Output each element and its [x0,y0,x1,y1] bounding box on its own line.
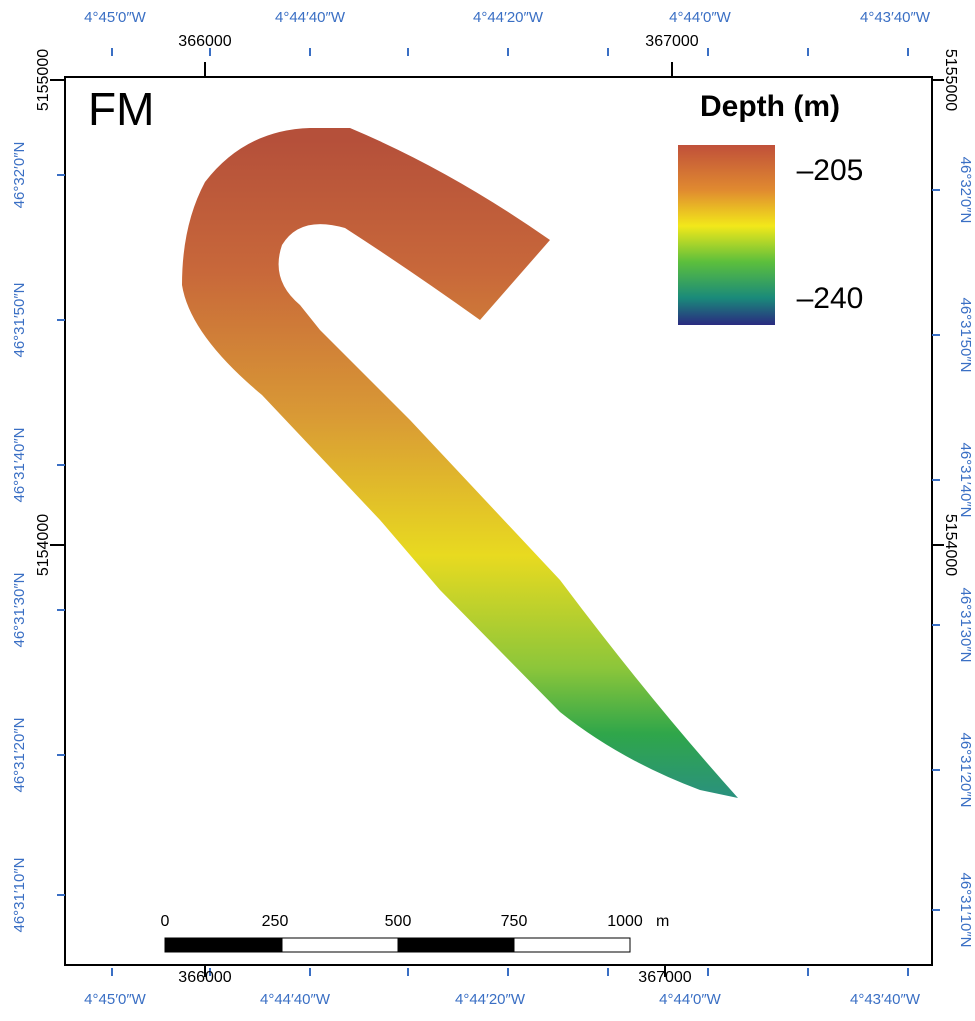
utm-label: 367000 [645,33,698,50]
lat-label: 46°31′50″N [11,282,28,357]
utm-label: 5155000 [942,49,959,111]
scale-label: 0 [161,913,170,930]
lat-label: 46°31′30″N [11,572,28,647]
color-bar [678,145,775,325]
lon-label: 4°44′0″W [659,991,721,1008]
lon-label: 4°44′20″W [473,9,544,26]
lon-label: 4°44′20″W [455,991,526,1008]
scale-label: 250 [262,913,289,930]
panel-label: FM [88,83,154,135]
lat-label: 46°32′0″N [957,157,974,224]
legend-tick: –205 [797,154,864,187]
lon-label: 4°44′40″W [275,9,346,26]
labels: 4°45′0″W 4°44′40″W 4°44′20″W 4°44′0″W 4°43′4… [11,9,974,1008]
utm-label: 5154000 [35,514,52,576]
lat-label: 46°32′0″N [11,142,28,209]
lon-label: 4°44′40″W [260,991,331,1008]
lon-label: 4°45′0″W [84,991,146,1008]
scale-unit: m [656,913,669,930]
graticule-ticks [57,48,940,976]
lon-label: 4°43′40″W [850,991,921,1008]
utm-label: 5155000 [35,49,52,111]
scale-bar [164,937,631,953]
utm-label: 366000 [178,969,231,986]
utm-ticks [50,62,944,977]
lat-label: 46°31′10″N [957,872,974,947]
bathymetry-surface [182,128,738,798]
utm-label: 5154000 [942,514,959,576]
lat-label: 46°31′40″N [957,442,974,517]
lat-label: 46°31′20″N [957,732,974,807]
scale-label: 500 [385,913,412,930]
lat-label: 46°31′40″N [11,427,28,502]
utm-label: 366000 [178,33,231,50]
lat-label: 46°31′50″N [957,297,974,372]
map-frame [64,76,933,966]
legend-title: Depth (m) [700,90,840,123]
scale-label: 750 [501,913,528,930]
utm-label: 367000 [638,969,691,986]
lon-label: 4°45′0″W [84,9,146,26]
lat-label: 46°31′20″N [11,717,28,792]
lon-label: 4°44′0″W [669,9,731,26]
lon-label: 4°43′40″W [860,9,931,26]
scale-label: 1000 [607,913,643,930]
lat-label: 46°31′10″N [11,857,28,932]
lat-label: 46°31′30″N [957,587,974,662]
legend-tick: –240 [797,282,864,315]
